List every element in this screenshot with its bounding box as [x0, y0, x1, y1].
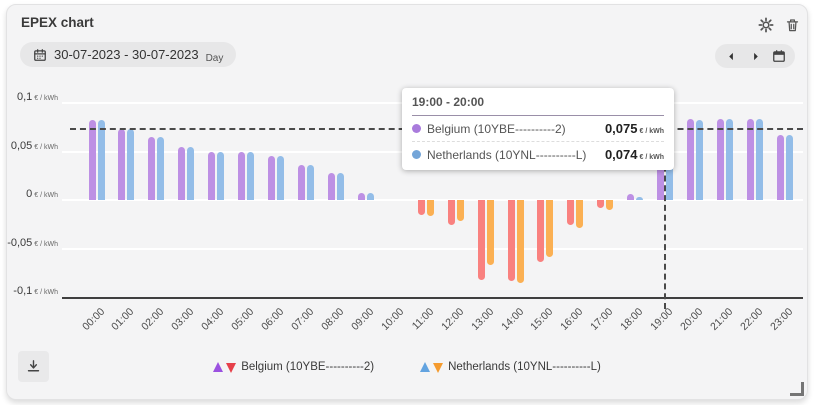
bar-belgium-13:00[interactable]	[477, 200, 485, 280]
bar-netherlands-15:00[interactable]	[546, 200, 554, 258]
date-range-label: 30-07-2023 - 30-07-2023	[54, 47, 199, 62]
y-axis-labels: 0,1 € / kWh 0,05 € / kWh 0 € / kWh -0,05 € / kW…	[7, 91, 58, 305]
bar-belgium-12:00[interactable]	[447, 200, 455, 226]
date-navigation	[715, 44, 795, 68]
bar-netherlands-01:00[interactable]	[127, 129, 135, 200]
bar-netherlands-13:00[interactable]	[486, 200, 494, 265]
bar-netherlands-22:00[interactable]	[755, 118, 763, 200]
granularity-label: Day	[205, 53, 224, 64]
chart-legend: Belgium (10YBE----------2) Netherlands (…	[7, 361, 807, 373]
bar-netherlands-09:00[interactable]	[366, 193, 374, 200]
tooltip-row-belgium: Belgium (10YBE----------2) 0,075 € / kWh	[412, 116, 664, 142]
calendar-icon	[33, 48, 47, 62]
tooltip-series-name: Netherlands (10YNL----------L)	[427, 147, 587, 162]
netherlands-down-triangle-icon	[433, 363, 444, 373]
tooltip-series-name: Belgium (10YBE----------2)	[427, 121, 566, 136]
bar-netherlands-11:00[interactable]	[426, 200, 434, 217]
bar-belgium-09:00[interactable]	[357, 193, 365, 200]
trash-icon	[785, 17, 800, 33]
delete-button[interactable]	[783, 16, 801, 34]
y-axis-label: -0,05 € / kWh	[7, 236, 58, 249]
bar-netherlands-06:00[interactable]	[277, 156, 285, 200]
tooltip-unit: € / kWh	[639, 154, 664, 161]
chevron-right-icon	[750, 51, 761, 62]
bar-belgium-08:00[interactable]	[327, 172, 335, 200]
bar-netherlands-18:00[interactable]	[636, 197, 644, 200]
y-axis-label: 0,1 € / kWh	[16, 91, 58, 103]
bar-netherlands-14:00[interactable]	[516, 200, 524, 284]
legend-item-belgium[interactable]: Belgium (10YBE----------2)	[213, 361, 374, 373]
bar-netherlands-08:00[interactable]	[336, 172, 344, 200]
tooltip-value: 0,074	[604, 147, 638, 162]
bar-belgium-15:00[interactable]	[537, 200, 545, 263]
legend-label: Belgium (10YBE----------2)	[241, 361, 375, 373]
bar-belgium-16:00[interactable]	[567, 200, 575, 226]
download-icon	[25, 358, 42, 375]
netherlands-dot-icon	[412, 150, 421, 159]
bar-netherlands-03:00[interactable]	[187, 146, 195, 200]
y-axis-label: 0 € / kWh	[26, 188, 58, 200]
tooltip-unit: € / kWh	[639, 128, 664, 135]
next-day-button[interactable]	[747, 48, 763, 64]
y-axis-label: -0,1 € / kWh	[13, 285, 58, 297]
bar-belgium-02:00[interactable]	[148, 136, 156, 200]
legend-item-netherlands[interactable]: Netherlands (10YNL----------L)	[420, 361, 601, 373]
calendar-today-icon	[772, 49, 786, 63]
bar-belgium-01:00[interactable]	[118, 129, 126, 200]
tooltip-value: 0,075	[604, 121, 638, 136]
bar-netherlands-04:00[interactable]	[217, 151, 225, 200]
previous-day-button[interactable]	[723, 48, 739, 64]
bar-netherlands-21:00[interactable]	[726, 118, 734, 200]
bar-belgium-05:00[interactable]	[238, 151, 246, 200]
settings-button[interactable]	[757, 16, 775, 34]
tooltip-row-netherlands: Netherlands (10YNL----------L) 0,074 € / …	[412, 142, 664, 167]
bar-netherlands-02:00[interactable]	[157, 136, 165, 200]
bar-netherlands-00:00[interactable]	[97, 120, 105, 200]
chart-tooltip: 19:00 - 20:00 Belgium (10YBE----------2)…	[402, 88, 674, 170]
bar-netherlands-05:00[interactable]	[247, 151, 255, 200]
bar-belgium-03:00[interactable]	[178, 146, 186, 200]
bar-netherlands-12:00[interactable]	[456, 200, 464, 222]
bar-belgium-20:00[interactable]	[687, 119, 695, 200]
bar-netherlands-17:00[interactable]	[606, 200, 614, 210]
y-axis-label: 0,05 € / kWh	[10, 139, 58, 152]
gear-icon	[758, 17, 774, 33]
page-title: EPEX chart	[21, 15, 94, 30]
bar-belgium-14:00[interactable]	[507, 200, 515, 281]
download-button[interactable]	[18, 351, 49, 382]
bar-netherlands-23:00[interactable]	[785, 135, 793, 200]
belgium-down-triangle-icon	[226, 363, 237, 373]
bar-belgium-06:00[interactable]	[268, 156, 276, 200]
bar-belgium-07:00[interactable]	[298, 165, 305, 200]
bar-belgium-18:00[interactable]	[627, 194, 635, 200]
selected-hour-line	[664, 97, 667, 309]
legend-label: Netherlands (10YNL----------L)	[448, 361, 601, 373]
belgium-up-triangle-icon	[213, 362, 224, 372]
today-button[interactable]	[771, 48, 787, 64]
resize-handle[interactable]	[790, 382, 804, 396]
bar-belgium-17:00[interactable]	[597, 200, 605, 208]
date-range-picker[interactable]: 30-07-2023 - 30-07-2023 Day	[20, 42, 237, 67]
bar-belgium-21:00[interactable]	[717, 118, 725, 200]
belgium-dot-icon	[412, 124, 421, 133]
bar-belgium-22:00[interactable]	[746, 118, 754, 200]
gridline	[62, 247, 803, 250]
bar-belgium-23:00[interactable]	[776, 135, 784, 200]
bar-belgium-04:00[interactable]	[208, 151, 216, 200]
bar-netherlands-07:00[interactable]	[307, 165, 314, 200]
epex-chart-card: EPEX chart	[6, 4, 808, 400]
bar-belgium-11:00[interactable]	[417, 200, 425, 215]
tooltip-time-range: 19:00 - 20:00	[412, 95, 664, 116]
bar-netherlands-16:00[interactable]	[576, 200, 584, 229]
netherlands-up-triangle-icon	[420, 362, 431, 372]
bar-netherlands-20:00[interactable]	[696, 120, 704, 200]
chevron-left-icon	[726, 51, 737, 62]
bar-belgium-00:00[interactable]	[88, 120, 96, 200]
